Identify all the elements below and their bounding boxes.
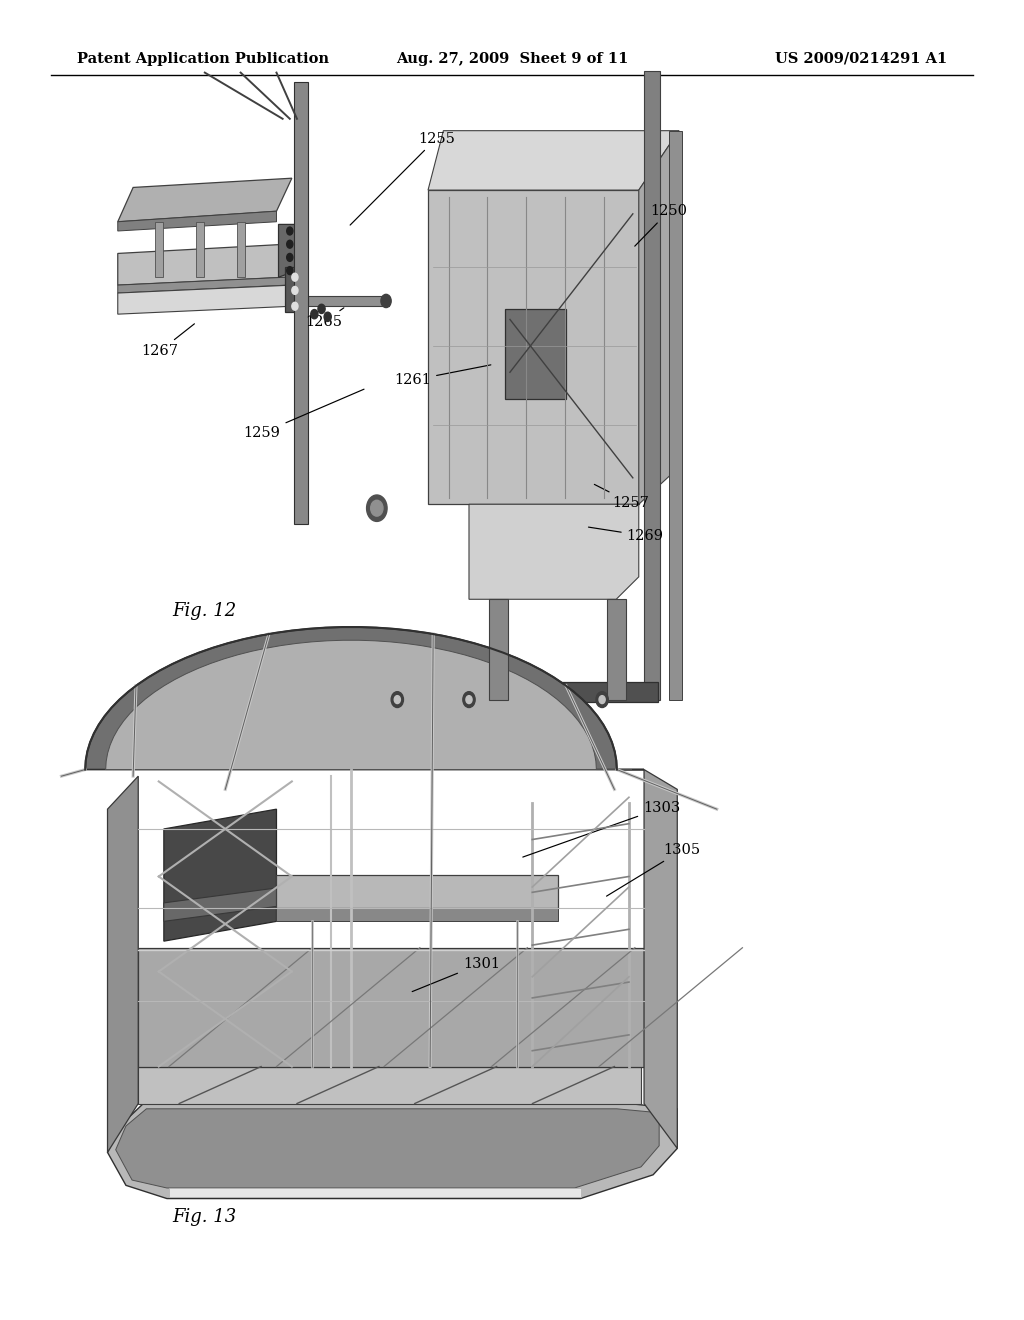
Polygon shape	[108, 1104, 677, 1199]
Polygon shape	[118, 178, 292, 222]
Polygon shape	[118, 277, 287, 293]
Polygon shape	[428, 131, 679, 190]
Text: Fig. 12: Fig. 12	[172, 602, 237, 620]
Polygon shape	[138, 1067, 641, 1104]
Polygon shape	[276, 875, 558, 908]
Text: 1269: 1269	[589, 527, 664, 543]
Polygon shape	[118, 285, 292, 314]
Text: 1250: 1250	[635, 205, 687, 246]
Text: 1267: 1267	[141, 323, 195, 358]
Circle shape	[287, 253, 293, 261]
Text: 1301: 1301	[413, 957, 500, 991]
Polygon shape	[285, 267, 305, 312]
Text: 1303: 1303	[523, 801, 680, 857]
Polygon shape	[367, 682, 469, 702]
Circle shape	[391, 692, 403, 708]
Polygon shape	[505, 309, 566, 399]
Text: 1259: 1259	[244, 389, 365, 440]
Circle shape	[311, 309, 317, 318]
Polygon shape	[105, 640, 632, 770]
Text: 1261: 1261	[394, 364, 490, 387]
Polygon shape	[164, 809, 276, 941]
Bar	[607, 599, 626, 700]
Circle shape	[463, 692, 475, 708]
Bar	[155, 222, 163, 277]
Text: Patent Application Publication: Patent Application Publication	[77, 51, 329, 66]
Polygon shape	[305, 296, 389, 306]
Circle shape	[367, 495, 387, 521]
Polygon shape	[276, 908, 558, 921]
Polygon shape	[169, 1188, 581, 1197]
Bar	[644, 71, 660, 700]
Polygon shape	[639, 131, 679, 504]
Circle shape	[466, 696, 472, 704]
Polygon shape	[164, 879, 343, 921]
Polygon shape	[428, 190, 639, 504]
Polygon shape	[118, 211, 276, 231]
Text: 1255: 1255	[350, 132, 455, 226]
Bar	[670, 131, 682, 700]
Circle shape	[287, 227, 293, 235]
Bar	[489, 599, 508, 700]
Circle shape	[292, 286, 298, 294]
Circle shape	[292, 273, 298, 281]
Circle shape	[371, 500, 383, 516]
Polygon shape	[108, 776, 138, 1152]
Polygon shape	[279, 224, 301, 277]
Polygon shape	[138, 948, 644, 1067]
Circle shape	[394, 696, 400, 704]
Text: 1265: 1265	[305, 308, 344, 329]
Circle shape	[317, 305, 326, 314]
Text: Aug. 27, 2009  Sheet 9 of 11: Aug. 27, 2009 Sheet 9 of 11	[396, 51, 628, 66]
Circle shape	[292, 302, 298, 310]
Circle shape	[287, 240, 293, 248]
Circle shape	[599, 696, 605, 704]
Polygon shape	[644, 770, 677, 1148]
Circle shape	[287, 267, 293, 275]
Polygon shape	[469, 504, 639, 599]
Polygon shape	[118, 244, 287, 285]
Bar	[294, 82, 308, 524]
Circle shape	[324, 312, 332, 322]
Bar	[196, 222, 204, 277]
Bar	[237, 222, 245, 277]
Text: 1257: 1257	[594, 484, 649, 510]
Polygon shape	[116, 1109, 659, 1188]
Polygon shape	[85, 627, 644, 770]
Polygon shape	[454, 682, 658, 702]
Circle shape	[381, 294, 391, 308]
Circle shape	[596, 692, 608, 708]
Text: Fig. 13: Fig. 13	[172, 1208, 237, 1226]
Text: 1305: 1305	[606, 843, 700, 896]
Text: US 2009/0214291 A1: US 2009/0214291 A1	[775, 51, 947, 66]
